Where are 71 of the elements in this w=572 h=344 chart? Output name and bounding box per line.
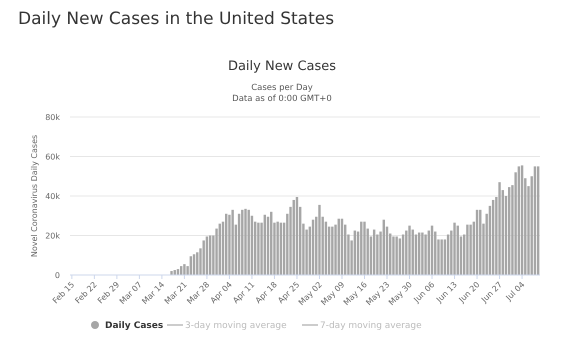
bar bbox=[395, 236, 398, 275]
bar bbox=[192, 254, 196, 275]
bar bbox=[196, 252, 198, 275]
x-tick-label: Apr 11 bbox=[231, 280, 256, 306]
y-tick-label: 80k bbox=[45, 113, 60, 122]
text: Cases per Day bbox=[251, 83, 313, 93]
bar bbox=[372, 230, 376, 275]
bar bbox=[174, 270, 176, 275]
bar bbox=[180, 266, 182, 275]
bar bbox=[456, 226, 459, 275]
bar bbox=[440, 239, 443, 275]
bar bbox=[498, 182, 501, 275]
bar bbox=[208, 236, 212, 275]
x-tick-label: Mar 28 bbox=[185, 280, 212, 306]
x-tick-label: Jun 06 bbox=[412, 280, 436, 305]
bar bbox=[421, 232, 424, 275]
x-tick-label: Jun 20 bbox=[456, 280, 482, 305]
bar bbox=[360, 222, 362, 275]
bar bbox=[225, 214, 228, 275]
bar bbox=[241, 210, 244, 275]
bar bbox=[418, 232, 420, 275]
bar bbox=[520, 165, 524, 275]
bar bbox=[392, 236, 395, 275]
bar bbox=[518, 166, 520, 275]
text: Data as of 0:00 GMT+0 bbox=[232, 94, 332, 104]
bar bbox=[202, 240, 205, 275]
bar bbox=[231, 210, 234, 275]
bar bbox=[238, 214, 240, 275]
bar bbox=[412, 230, 414, 275]
bar bbox=[492, 200, 494, 275]
bar bbox=[398, 238, 402, 275]
bar bbox=[466, 224, 469, 275]
bar bbox=[206, 236, 208, 275]
x-tick-label: Jun 13 bbox=[434, 280, 459, 305]
x-tick-label: Apr 04 bbox=[208, 280, 234, 306]
bar bbox=[446, 234, 450, 275]
y-axis-title: Novel Coronavirus Daily Cases bbox=[30, 134, 39, 258]
x-tick-label: Jul 04 bbox=[504, 280, 526, 303]
y-tick-label: 0 bbox=[54, 271, 60, 280]
x-tick-label: Apr 18 bbox=[254, 280, 279, 306]
bar bbox=[402, 234, 404, 275]
bar bbox=[248, 210, 250, 275]
bar bbox=[508, 187, 510, 275]
bar bbox=[469, 224, 472, 275]
bar bbox=[536, 166, 540, 275]
bar bbox=[479, 210, 482, 275]
bar bbox=[338, 218, 340, 275]
legend-label: 7-day moving average bbox=[320, 321, 422, 331]
bar bbox=[476, 210, 478, 275]
y-tick-label: 60k bbox=[45, 152, 60, 162]
bar bbox=[424, 234, 427, 275]
bar bbox=[331, 226, 334, 275]
legend-label: Daily Cases bbox=[105, 321, 164, 331]
bar bbox=[354, 230, 356, 275]
chart-subtitle: Daily New Cases bbox=[228, 59, 336, 74]
y-tick-label: 20k bbox=[45, 232, 60, 240]
legend-label: 3-day moving average bbox=[185, 321, 288, 331]
y-tick-label: 40k bbox=[45, 192, 60, 201]
bar bbox=[280, 222, 282, 275]
bar bbox=[257, 222, 260, 275]
bar bbox=[292, 200, 295, 275]
bar bbox=[276, 222, 279, 275]
bar bbox=[264, 214, 266, 275]
bar bbox=[534, 166, 536, 275]
bar bbox=[190, 256, 192, 275]
bar bbox=[382, 220, 385, 275]
chart-title: Daily New Cases in the United States bbox=[18, 9, 334, 29]
bar bbox=[218, 224, 221, 275]
x-tick-label: Jun 27 bbox=[479, 280, 504, 305]
bar bbox=[183, 264, 186, 275]
bar bbox=[270, 212, 272, 275]
